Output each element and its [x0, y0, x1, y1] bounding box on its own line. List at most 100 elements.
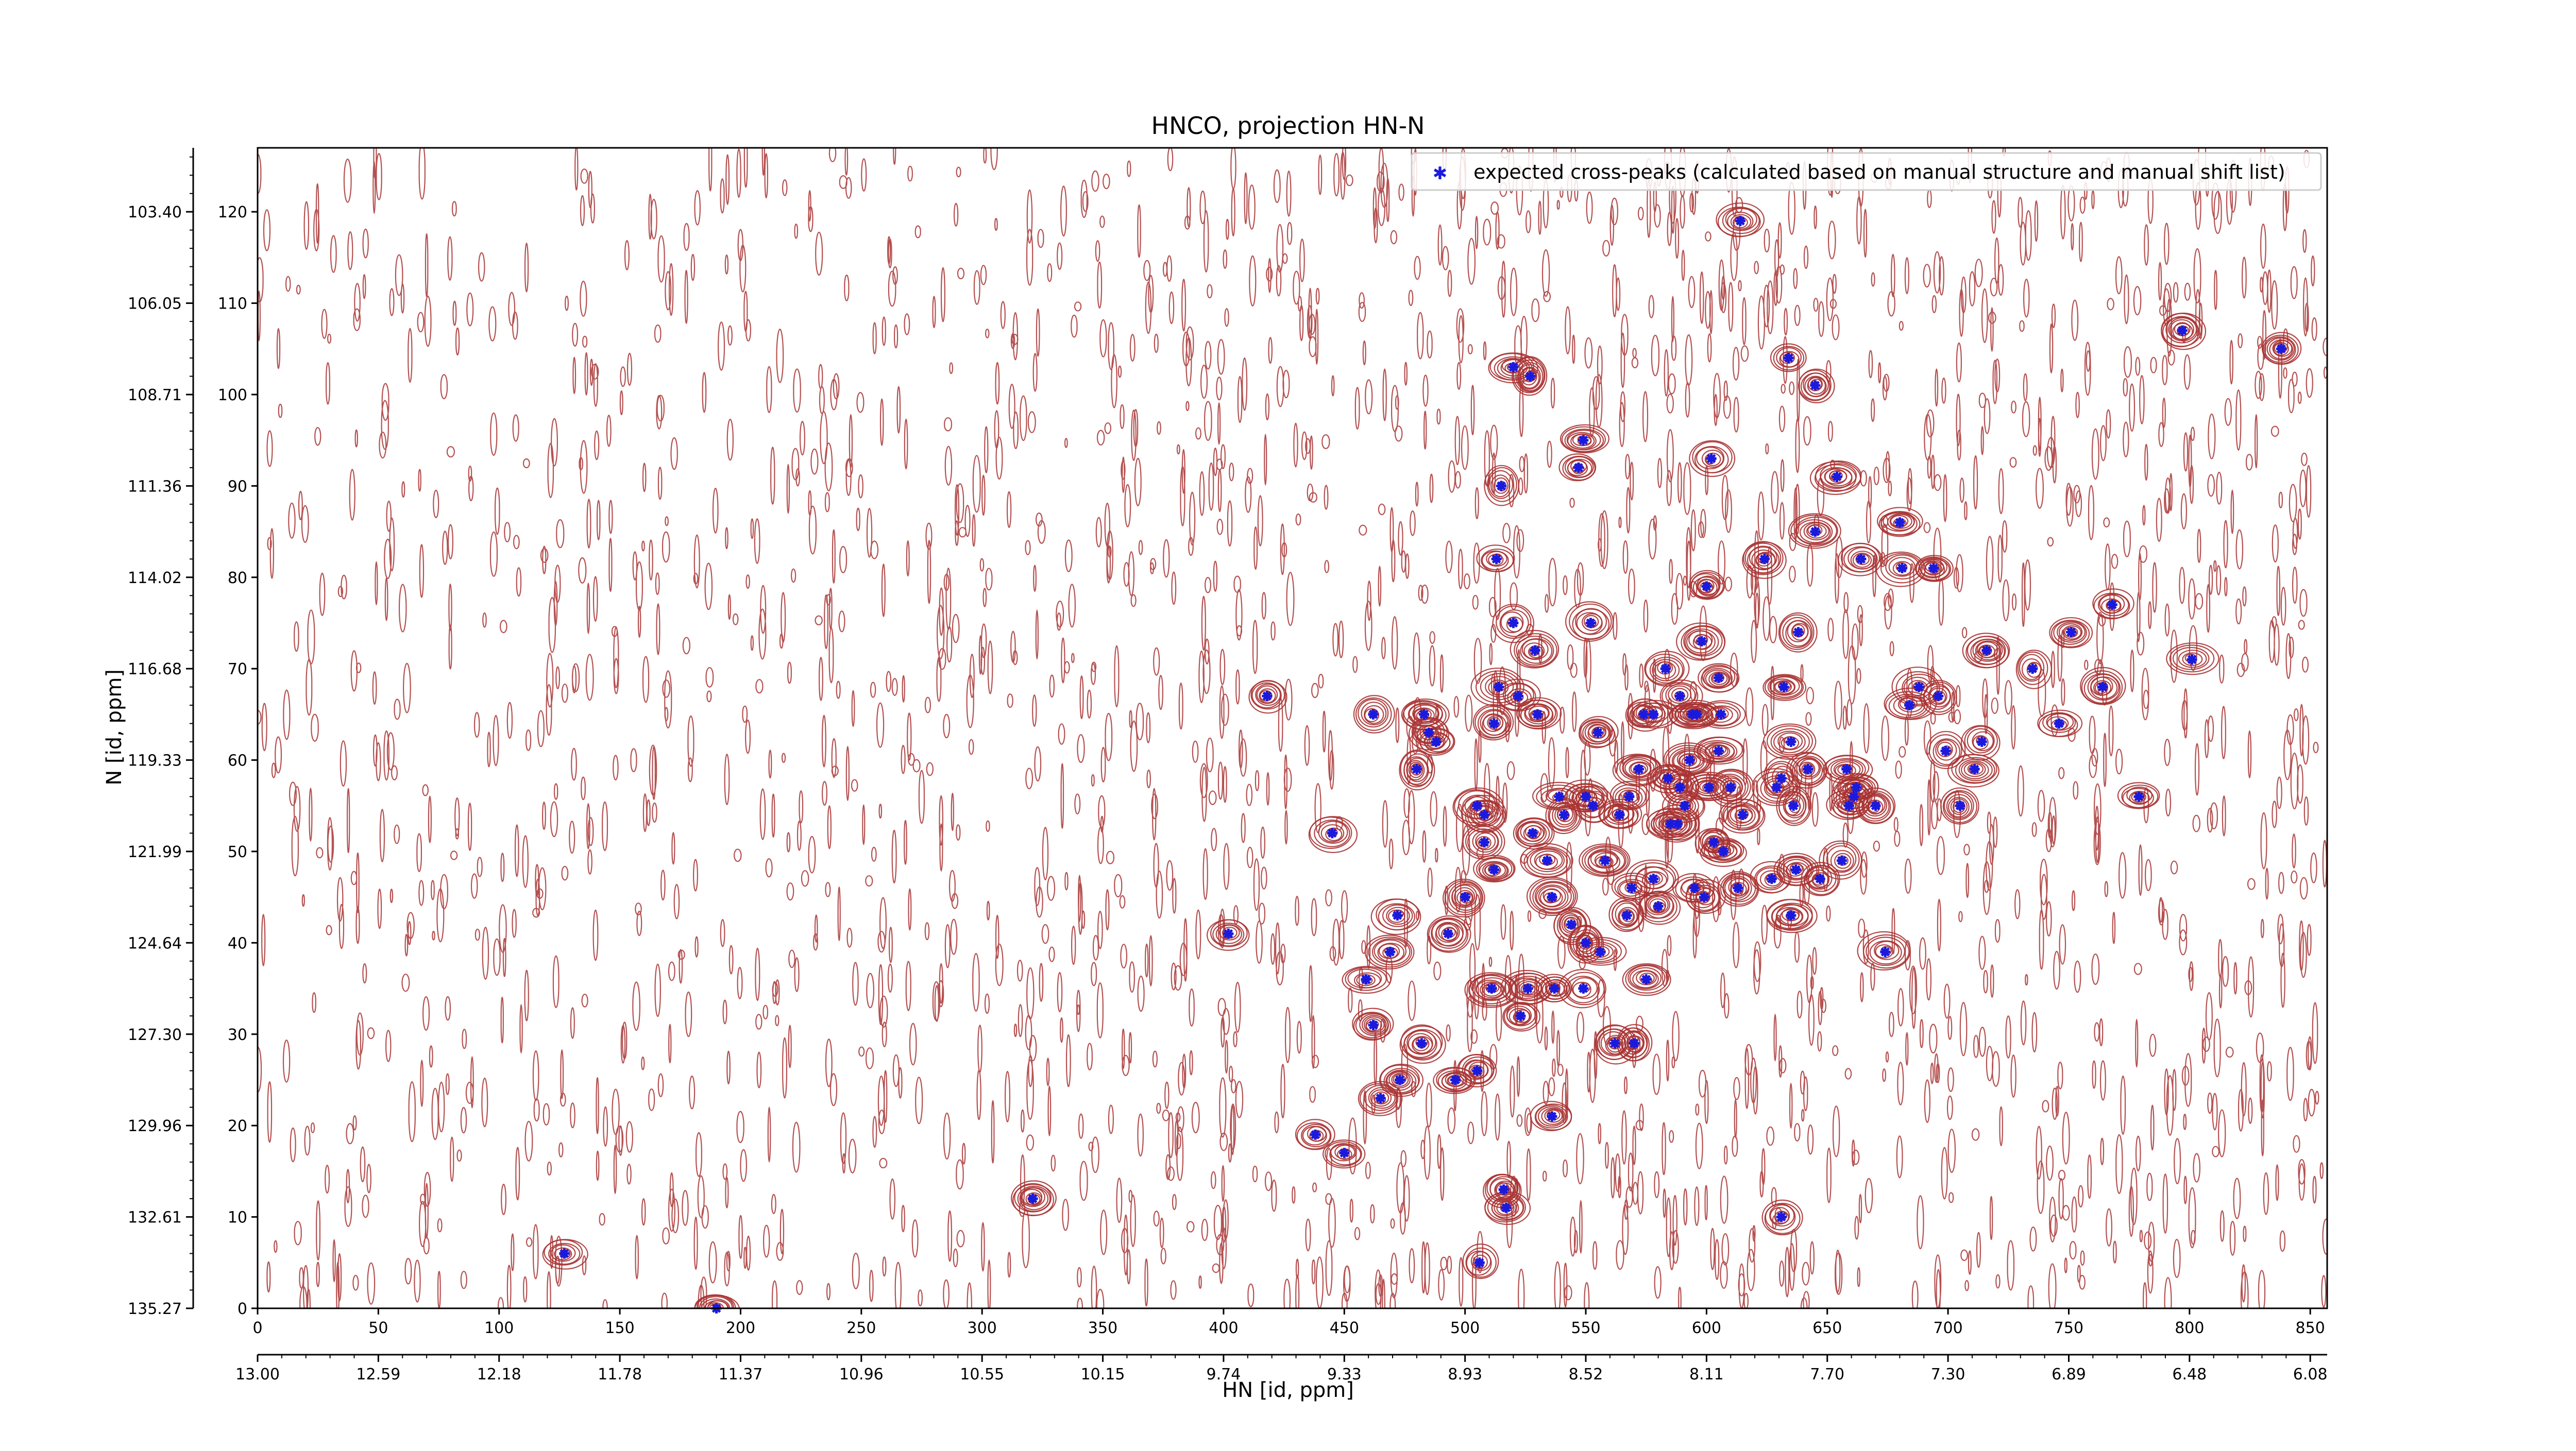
x-ppm-tick-label: 8.52 — [1569, 1365, 1603, 1384]
cross-peak-marker — [1472, 1066, 1482, 1076]
cross-peak-marker — [1692, 709, 1702, 720]
x-ppm-tick-label: 6.89 — [2052, 1365, 2086, 1384]
y-ppm-tick-label: 132.61 — [128, 1209, 182, 1227]
cross-peak-marker — [1547, 892, 1557, 902]
cross-peak-marker — [1581, 792, 1591, 802]
cross-peak-marker — [1718, 846, 1728, 857]
cross-peak-marker — [1697, 636, 1707, 646]
x-ppm-tick-label: 11.78 — [598, 1365, 642, 1384]
x-index-tick-label: 300 — [968, 1319, 997, 1337]
cross-peak-marker — [1634, 764, 1644, 774]
x-index-tick-label: 100 — [484, 1319, 514, 1337]
y-index-tick-label: 120 — [218, 203, 247, 221]
cross-peak-marker — [1810, 380, 1820, 390]
cross-peak-marker — [1528, 828, 1538, 839]
cross-peak-marker — [1395, 1075, 1405, 1085]
cross-peak-marker — [1515, 1011, 1526, 1021]
cross-peak-marker — [1460, 892, 1470, 902]
cross-peak-marker — [1028, 1193, 1038, 1204]
cross-peak-marker — [2177, 326, 2188, 336]
cross-peak-marker — [1450, 1075, 1461, 1085]
cross-peak-marker — [1489, 719, 1499, 729]
x-index-tick-label: 650 — [1812, 1319, 1842, 1337]
cross-peak-marker — [1778, 682, 1789, 692]
cross-peak-marker — [1494, 682, 1504, 692]
cross-peak-marker — [1714, 673, 1724, 683]
cross-peak-marker — [1310, 1130, 1320, 1140]
cross-peak-marker — [1566, 919, 1577, 930]
cross-peak-marker — [1786, 737, 1796, 747]
y-index-tick-label: 10 — [228, 1209, 247, 1227]
cross-peak-marker — [1704, 782, 1714, 793]
cross-peak-marker — [1699, 892, 1709, 902]
cross-peak-marker — [1492, 554, 1502, 564]
cross-peak-marker — [1851, 782, 1861, 793]
cross-peak-marker — [1803, 764, 1813, 774]
cross-peak-marker — [1609, 1038, 1620, 1049]
x-ppm-tick-label: 12.59 — [356, 1365, 400, 1384]
cross-peak-marker — [1419, 709, 1429, 720]
cross-peak-marker — [1513, 691, 1523, 701]
x-ppm-tick-label: 6.08 — [2293, 1365, 2328, 1384]
x-ppm-tick-label: 12.18 — [477, 1365, 521, 1384]
y-ppm-tick-label: 106.05 — [128, 295, 182, 313]
cross-peak-marker — [1733, 883, 1743, 893]
y-ppm-tick-label: 111.36 — [128, 477, 182, 496]
cross-peak-marker — [1573, 463, 1584, 473]
y-index-tick-label: 60 — [228, 752, 247, 770]
cross-peak-marker — [1904, 700, 1914, 710]
cross-peak-marker — [1897, 563, 1907, 573]
cross-peak-marker — [1793, 627, 1804, 637]
y-ppm-tick-label: 119.33 — [128, 752, 182, 770]
y-ppm-tick-label: 135.27 — [128, 1300, 182, 1318]
cross-peak-marker — [1735, 216, 1745, 226]
legend-label: expected cross-peaks (calculated based o… — [1473, 161, 2285, 183]
x-index-tick-label: 150 — [605, 1319, 634, 1337]
cross-peak-marker — [559, 1249, 569, 1259]
chart-title: HNCO, projection HN-N — [1151, 112, 1425, 140]
cross-peak-marker — [1837, 856, 1847, 866]
cross-peak-marker — [1675, 691, 1685, 701]
y-ppm-tick-label: 124.64 — [128, 934, 182, 952]
cross-peak-marker — [1675, 782, 1685, 793]
cross-peak-marker — [1771, 782, 1782, 793]
cross-peak-marker — [1629, 1038, 1639, 1049]
cross-peak-marker — [1496, 481, 1506, 491]
cross-peak-marker — [1928, 563, 1939, 573]
cross-peak-marker — [1223, 929, 1233, 939]
x-ppm-tick-label: 8.11 — [1689, 1365, 1724, 1384]
cross-peak-marker — [1392, 910, 1402, 920]
y-index-tick-label: 80 — [228, 569, 247, 587]
cross-peak-marker — [1639, 709, 1649, 720]
y-axis-label: N [id, ppm] — [103, 669, 126, 786]
x-index-tick-label: 400 — [1209, 1319, 1238, 1337]
y-index-tick-label: 20 — [228, 1117, 247, 1135]
cross-peak-marker — [2276, 344, 2286, 354]
cross-peak-marker — [1685, 755, 1695, 765]
y-index-tick-label: 70 — [228, 660, 247, 678]
cross-peak-marker — [1648, 874, 1658, 884]
cross-peak-marker — [1479, 810, 1489, 820]
cross-peak-marker — [1339, 1148, 1349, 1158]
cross-peak-marker — [1977, 737, 1987, 747]
cross-peak-marker — [1738, 810, 1748, 820]
cross-peak-marker — [1554, 792, 1564, 802]
x-axis-label: HN [id, ppm] — [1222, 1378, 1354, 1402]
cross-peak-marker — [1489, 865, 1499, 875]
cross-peak-marker — [1841, 764, 1852, 774]
cross-peak-marker — [1547, 1112, 1557, 1122]
cross-peak-marker — [1672, 819, 1683, 829]
cross-peak-marker — [1499, 1184, 1509, 1194]
cross-peak-marker — [1549, 983, 1560, 994]
x-ppm-tick-label: 7.70 — [1810, 1365, 1844, 1384]
cross-peak-marker — [1849, 792, 1859, 802]
cross-peak-marker — [1832, 472, 1842, 482]
x-ppm-tick-label: 10.96 — [839, 1365, 884, 1384]
x-index-tick-label: 50 — [368, 1319, 388, 1337]
legend-marker: ✱ — [1433, 163, 1448, 184]
cross-peak-marker — [1327, 828, 1337, 839]
x-ppm-tick-label: 7.30 — [1931, 1365, 1965, 1384]
cross-peak-marker — [1615, 810, 1625, 820]
